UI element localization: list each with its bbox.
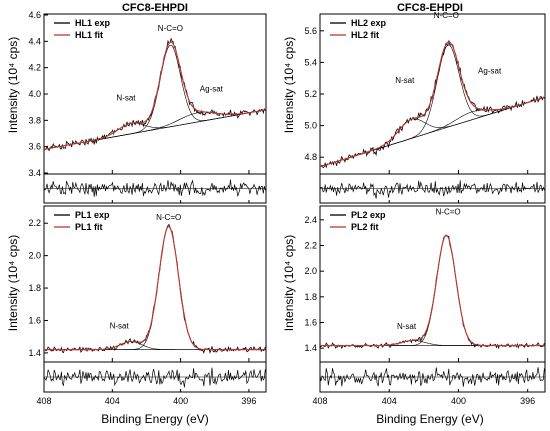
y-tick-label-pl1: 1.6 — [28, 315, 41, 325]
series-residual-pl1 — [43, 367, 266, 388]
legend-label-pl2-exp: PL2 exp — [351, 210, 386, 220]
series-fit-pl2 — [320, 234, 545, 347]
y-tick-label-pl2: 2.2 — [304, 241, 317, 251]
panels: 3.4 3.6 3.8 4.0 4.2 4.4 4.6 HL1 exp HL1 fit N-C=O… — [28, 10, 546, 406]
x-tick-label-pl1: 404 — [105, 396, 120, 406]
legend-label-hl2-fit: HL2 fit — [351, 30, 379, 40]
annotation-hl2-n-c-o: N-C=O — [434, 11, 459, 20]
x-axis-title-left: Binding Energy (eV) — [101, 412, 208, 426]
y-tick-label-hl1: 3.4 — [28, 168, 41, 178]
x-tick-label-pl2: 396 — [520, 396, 535, 406]
annotation-pl2-n-sat: N-sat — [397, 322, 417, 331]
panel-pl2: 1.4 1.6 1.8 2.0 2.2 2.4 408 404 400 396 PL2 exp PL2… — [304, 205, 546, 406]
y-tick-label-hl1: 4.4 — [28, 36, 41, 46]
series-fit-hl1 — [43, 41, 266, 150]
y-tick-label-pl1: 2.0 — [28, 251, 41, 261]
y-tick-label-hl1: 3.6 — [28, 142, 41, 152]
series-residual-pl2 — [319, 367, 545, 387]
y-tick-label-hl1: 4.6 — [28, 10, 41, 20]
panel-pl1: 1.4 1.6 1.8 2.0 2.2 408 404 400 396 PL1 exp PL1 fi… — [28, 205, 267, 406]
panel-hl2: 4.8 5.0 5.2 5.4 5.6 HL2 exp HL2 fit N-C=O N-sat A… — [304, 11, 546, 204]
annotation-hl1-n-c-o: N-C=O — [158, 24, 183, 33]
y-tick-label-pl1: 1.4 — [28, 348, 41, 358]
series-residual-hl2 — [319, 180, 545, 199]
x-tick-label-pl1: 400 — [173, 396, 188, 406]
annotation-hl2-ag-sat: Ag-sat — [478, 66, 502, 75]
legend-label-pl2-fit: PL2 fit — [351, 222, 379, 232]
y-tick-label-hl2: 5.6 — [304, 26, 317, 36]
component-peak-pl2-n-c-o — [320, 234, 545, 346]
y-tick-label-pl2: 2.0 — [304, 266, 317, 276]
x-tick-label-pl2: 408 — [312, 396, 327, 406]
annotation-pl2-n-c-o: N-C=O — [436, 208, 461, 217]
y-tick-label-pl1: 2.2 — [28, 218, 41, 228]
x-tick-label-pl2: 400 — [451, 396, 466, 406]
y-tick-label-hl2: 4.8 — [304, 152, 317, 162]
y-tick-label-pl1: 1.8 — [28, 283, 41, 293]
legend-label-hl2-exp: HL2 exp — [351, 18, 387, 28]
y-tick-label-pl2: 1.4 — [304, 343, 317, 353]
component-peak-hl1-n-c-o — [43, 44, 266, 150]
series-fit-hl2 — [319, 41, 545, 168]
column-title-left: CFC8-EHPDI — [122, 2, 188, 14]
x-tick-label-pl1: 408 — [36, 396, 51, 406]
annotation-pl1-n-sat: N-sat — [110, 322, 130, 331]
y-tick-label-hl1: 4.0 — [28, 89, 41, 99]
y-tick-label-hl2: 5.2 — [304, 89, 317, 99]
y-tick-label-hl2: 5.0 — [304, 121, 317, 131]
y-tick-label-pl2: 1.8 — [304, 292, 317, 302]
component-peak-hl2-n-c-o — [319, 44, 545, 167]
component-peak-pl1-n-c-o — [44, 226, 266, 350]
series-exp-pl2 — [319, 234, 545, 350]
y-axis-title-bottom-right: Intensity (10⁴ cps) — [282, 235, 296, 332]
legend-label-pl1-exp: PL1 exp — [75, 210, 110, 220]
annotation-hl2-n-sat: N-sat — [395, 76, 415, 85]
legend-label-hl1-fit: HL1 fit — [75, 30, 103, 40]
legend-label-hl1-exp: HL1 exp — [75, 18, 111, 28]
annotation-pl1-n-c-o: N-C=O — [156, 213, 181, 222]
y-tick-label-hl2: 5.4 — [304, 57, 317, 67]
legend-label-pl1-fit: PL1 fit — [75, 222, 103, 232]
y-tick-label-hl1: 3.8 — [28, 115, 41, 125]
y-tick-label-pl2: 2.4 — [304, 215, 317, 225]
component-peak-pl1-n-sat — [44, 341, 266, 350]
y-axis-title-top-left: Intensity (10⁴ cps) — [6, 37, 20, 134]
annotation-hl1-ag-sat: Ag-sat — [200, 84, 224, 93]
y-tick-label-hl1: 4.2 — [28, 63, 41, 73]
series-residual-hl1 — [43, 179, 266, 197]
y-axis-title-top-right: Intensity (10⁴ cps) — [282, 37, 296, 134]
y-tick-label-pl2: 1.6 — [304, 318, 317, 328]
x-tick-label-pl1: 396 — [241, 396, 256, 406]
x-tick-label-pl2: 404 — [382, 396, 397, 406]
panel-hl1: 3.4 3.6 3.8 4.0 4.2 4.4 4.6 HL1 exp HL1 fit N-C=O… — [28, 10, 267, 204]
y-axis-title-bottom-left: Intensity (10⁴ cps) — [6, 235, 20, 332]
annotation-hl1-n-sat: N-sat — [116, 94, 136, 103]
column-title-right: CFC8-EHPDI — [397, 2, 463, 14]
x-axis-title-right: Binding Energy (eV) — [376, 412, 483, 426]
series-exp-hl1 — [43, 37, 266, 152]
series-exp-pl1 — [43, 223, 266, 355]
series-fit-pl1 — [44, 225, 266, 351]
